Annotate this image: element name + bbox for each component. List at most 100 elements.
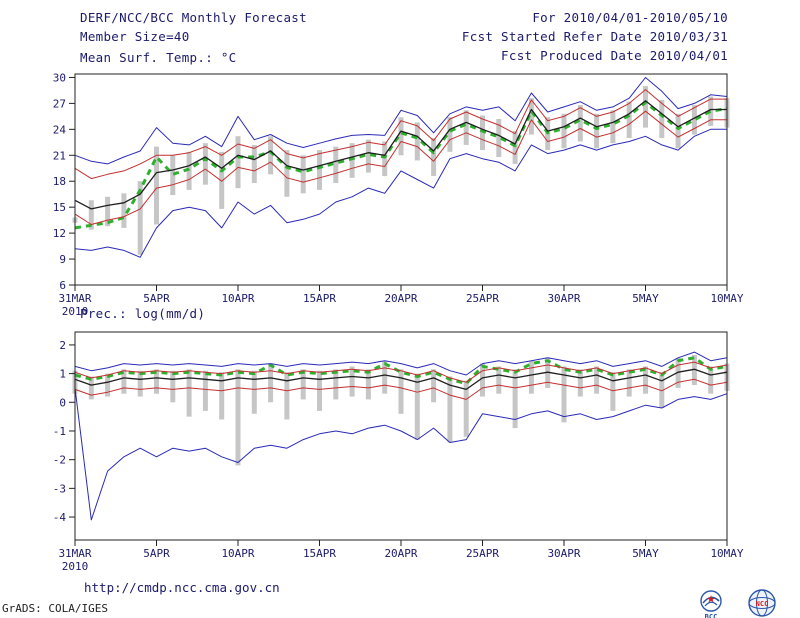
spread-bar [496,366,502,394]
plot-title: DERF/NCC/BCC Monthly Forecast [80,10,307,25]
spread-bar [105,373,111,397]
grads-credit: GrADS: COLA/IGES [2,602,108,615]
series-ensemble-mean [74,368,728,391]
spread-bar [284,150,290,197]
spread-bar [528,98,534,135]
member-size: Member Size=40 [80,29,190,44]
spread-bar [219,151,225,209]
x-tick-label: 25APR [466,292,499,305]
series-ensemble-mean [74,100,727,210]
series-ensemble-maximum [74,351,728,376]
spread-bar [512,131,518,164]
spread-bar [691,354,697,386]
bcc-logo: BCC [636,570,728,618]
spread-bar [88,200,94,230]
spread-bar [447,117,453,152]
x-tick-label: 30APR [547,547,580,560]
spread-bar [186,369,192,417]
y-tick-label: 9 [59,253,66,266]
spread-bar [121,193,127,228]
ncc-logo-label: NCC [755,600,768,608]
spread-bar [349,143,355,178]
y-tick-label: -4 [53,511,67,524]
spread-bar [219,372,225,420]
y-tick-label: 1 [59,368,66,381]
forecast-range: For 2010/04/01-2010/05/10 [532,10,728,25]
spread-bar [333,369,339,400]
spread-bar [349,366,355,397]
ncc-logo-meridian [755,589,768,617]
x-tick-label: 5MAY [632,547,659,560]
spread-bar [480,115,485,151]
ncc-logo-parallel [748,597,776,609]
spread-bar [561,366,567,423]
spread-bar [251,144,257,183]
spread-bar [496,118,502,158]
spread-bar [626,101,632,138]
spread-bar [137,370,143,397]
series-mean-plus-std [74,361,728,383]
spread-bar [577,369,583,397]
series-ensemble-minimum [74,387,728,521]
ncc-logo: NCC [684,568,782,618]
y-tick-label: -1 [53,425,66,438]
spread-bar [398,369,404,414]
y-tick-label: 27 [53,97,66,110]
x-tick-label: 31MAR [58,292,91,305]
spread-bar [121,369,127,394]
series-ensemble-maximum [74,77,728,165]
spread-bar [88,376,94,400]
y-tick-label: 30 [53,71,66,84]
series-ensemble-median-dashed [74,101,728,230]
temperature-chart: 6 9 12 15 18 21 24 27 30 31MAR 5APR 10APR 15APR 20APR… [0,64,800,316]
spread-bar [463,380,469,437]
x-axis-year-label: 2010 [62,305,89,316]
spread-bar [268,363,274,403]
x-tick-label: 31MAR [58,547,91,560]
spread-bar [512,369,518,429]
spread-bar [202,143,208,185]
series-mean-minus-std [74,378,728,400]
y-tick-label: 2 [59,339,66,352]
x-tick-label: 25APR [466,547,499,560]
spread-bar [610,372,616,411]
series-mean-minus-std [74,110,727,225]
x-axis-year-label: 2010 [62,560,89,573]
x-tick-label: 5APR [143,292,170,305]
precipitation-plot: -4 -3 -2 -1 0 1 2 31MAR 5APR 10APR 15APR 20APR 25APR… [53,331,744,573]
spread-bar [431,137,437,177]
temp-panel-title: Mean Surf. Temp.: °C [80,50,237,65]
y-tick-label: 21 [53,149,66,162]
spread-bar [317,150,322,190]
spread-bar [398,117,404,156]
website-url[interactable]: http://cmdp.ncc.cma.gov.cn [84,580,280,595]
spread-bar [154,369,159,394]
x-tick-label: 15APR [303,292,336,305]
x-tick-label: 15APR [303,547,336,560]
spread-bar [528,360,534,394]
spread-bar [561,113,567,149]
x-tick-label: 20APR [384,547,417,560]
spread-bar [691,105,697,135]
spread-bar [235,369,241,466]
y-tick-label: -3 [53,482,66,495]
y-tick-label: 0 [59,396,66,409]
spread-bar [300,155,306,194]
series-ensemble-median-dashed [74,356,728,386]
spread-bar [643,86,648,128]
x-tick-label: 10MAY [710,292,743,305]
spread-bar [365,369,371,400]
spread-bar [137,181,143,255]
y-tick-label: 24 [53,123,67,136]
surface-temperature-plot: 6 9 12 15 18 21 24 27 30 31MAR 5APR 10APR 15APR 20APR… [53,71,744,316]
spread-bar [154,146,159,225]
spread-bar [626,369,632,397]
spread-bar [431,369,437,403]
spread-bar [105,196,111,227]
spread-bar [365,139,371,173]
bcc-logo-star-icon [706,595,715,603]
x-tick-label: 5APR [143,547,170,560]
spread-bar [610,110,616,144]
spread-bar [382,360,388,394]
